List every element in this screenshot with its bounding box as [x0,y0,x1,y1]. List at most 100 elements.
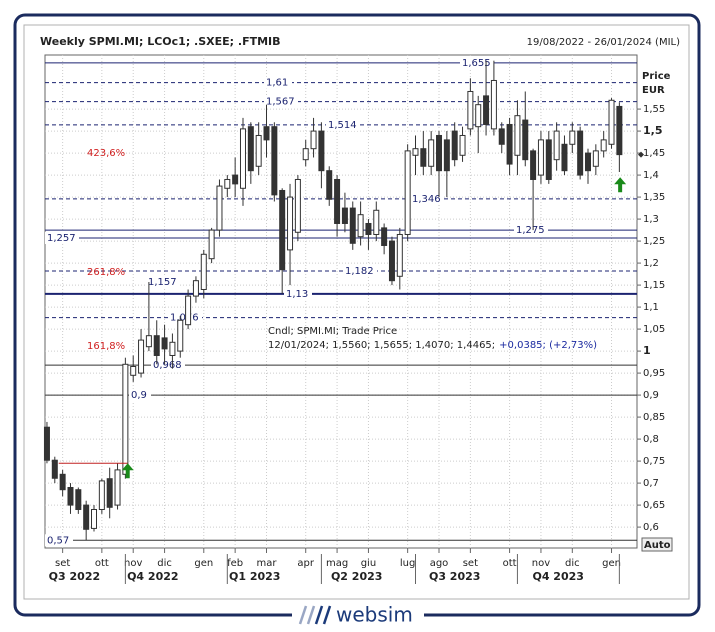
y-tick-label: 1,55 [643,104,665,115]
candle-body [498,128,505,145]
candle-body [420,148,427,167]
x-tick-label: lug [400,558,415,569]
candle-body [91,508,98,529]
candle-body [161,337,168,350]
candle-body [388,240,395,282]
level-label: 0,968 [153,360,182,371]
signal-arrow [121,463,134,479]
brand: websim [336,603,413,627]
candle-body [537,139,544,176]
quarter-label: Q1 2023 [229,570,280,583]
x-tick-label: giu [361,558,376,569]
candle-body [490,79,497,130]
info-change: +0,0385; (+2,73%) [499,340,597,351]
level-label-bg [410,192,444,205]
fib-label: 161,8% [87,341,125,352]
level-label-bg [264,76,292,89]
plot-area [44,54,638,549]
candle-body [43,426,50,461]
candle-body [247,126,254,172]
level-label-bg [326,118,360,131]
y-tick-label: 0,85 [643,412,665,423]
y-tick-label: 1,35 [643,192,665,203]
x-tick-label: mag [326,558,348,569]
candle-body [483,95,490,125]
auto-label[interactable]: Auto [644,540,671,551]
candle-body [114,469,121,506]
level-label-bg [45,232,79,245]
y-tick-label: 0,65 [643,500,665,511]
quarter-label: Q3 2023 [429,570,480,583]
level-label: 1,567 [266,97,295,108]
candle-body [51,459,58,479]
candle-body [373,209,380,235]
candle-body [451,130,458,161]
candle-body [294,178,301,233]
candle-body [577,130,584,176]
quarter-label: Q3 2022 [49,570,100,583]
candle-body [106,478,113,508]
candle-body [224,178,231,189]
y-axis-label: EUR [642,85,665,96]
info-values: 12/01/2024; 1,5560; 1,5655; 1,4070; 1,44… [268,340,495,351]
auto-box[interactable] [641,537,673,552]
candle-body [122,363,129,475]
x-tick-label: ott [95,558,109,569]
candle-body [263,126,270,141]
level-label: 1,655 [462,58,491,69]
candle-body [428,139,435,167]
level-label-bg [343,265,377,278]
candle-body [608,99,615,145]
y-tick-label: 1,1 [643,302,659,313]
candle-body [208,229,215,260]
x-tick-label: nov [532,558,550,569]
y-tick-label: 1,4 [643,170,659,181]
candle-body [177,319,184,352]
y-tick-label: 0,6 [643,522,659,533]
y-axis-label: Price [642,71,671,82]
candle-body [310,130,317,150]
candle-body [522,119,529,161]
candle-body [506,123,513,165]
x-tick-label: dic [157,558,172,569]
level-label: 1,346 [412,194,441,205]
candle-body [436,134,443,172]
x-tick-label: dic [565,558,580,569]
candle-body [412,148,419,156]
level-label: 1,13 [286,289,308,300]
level-label-bg [514,224,548,237]
candle-body [365,222,372,235]
level-label: 1,514 [328,120,357,131]
x-tick-label: set [55,558,70,569]
candle-body [318,130,325,172]
candle-body [569,130,576,145]
y-tick-label: 0,8 [643,434,659,445]
candle-body [287,196,294,251]
level-label-bg [460,56,494,69]
fib-label: 261,8% [87,267,125,278]
info-line: 12/01/2024; 1,5560; 1,5655; 1,4070; 1,44… [268,340,597,351]
y-tick-label: 1,15 [643,280,665,291]
candle-body [381,227,388,246]
y-tick-label: 1,3 [643,214,659,225]
candle-body [396,233,403,277]
candle-body [616,105,623,156]
candle-body [271,126,278,196]
level-label: 1,257 [47,233,76,244]
candle-body [592,150,599,167]
x-tick-label: nov [124,558,142,569]
candle-body [279,189,286,271]
logo-icon [298,605,332,625]
candle-body [185,295,192,326]
candle-body [514,115,521,156]
candle-body [357,214,364,238]
fib-label: 423,6% [87,148,125,159]
x-tick-label: apr [297,558,314,569]
quarter-label: Q2 2023 [331,570,382,583]
candle-body [59,473,66,491]
level-label: 1,157 [148,277,177,288]
x-tick-label: gen [602,558,621,569]
candle-body [200,253,207,290]
candle-body [326,170,333,200]
